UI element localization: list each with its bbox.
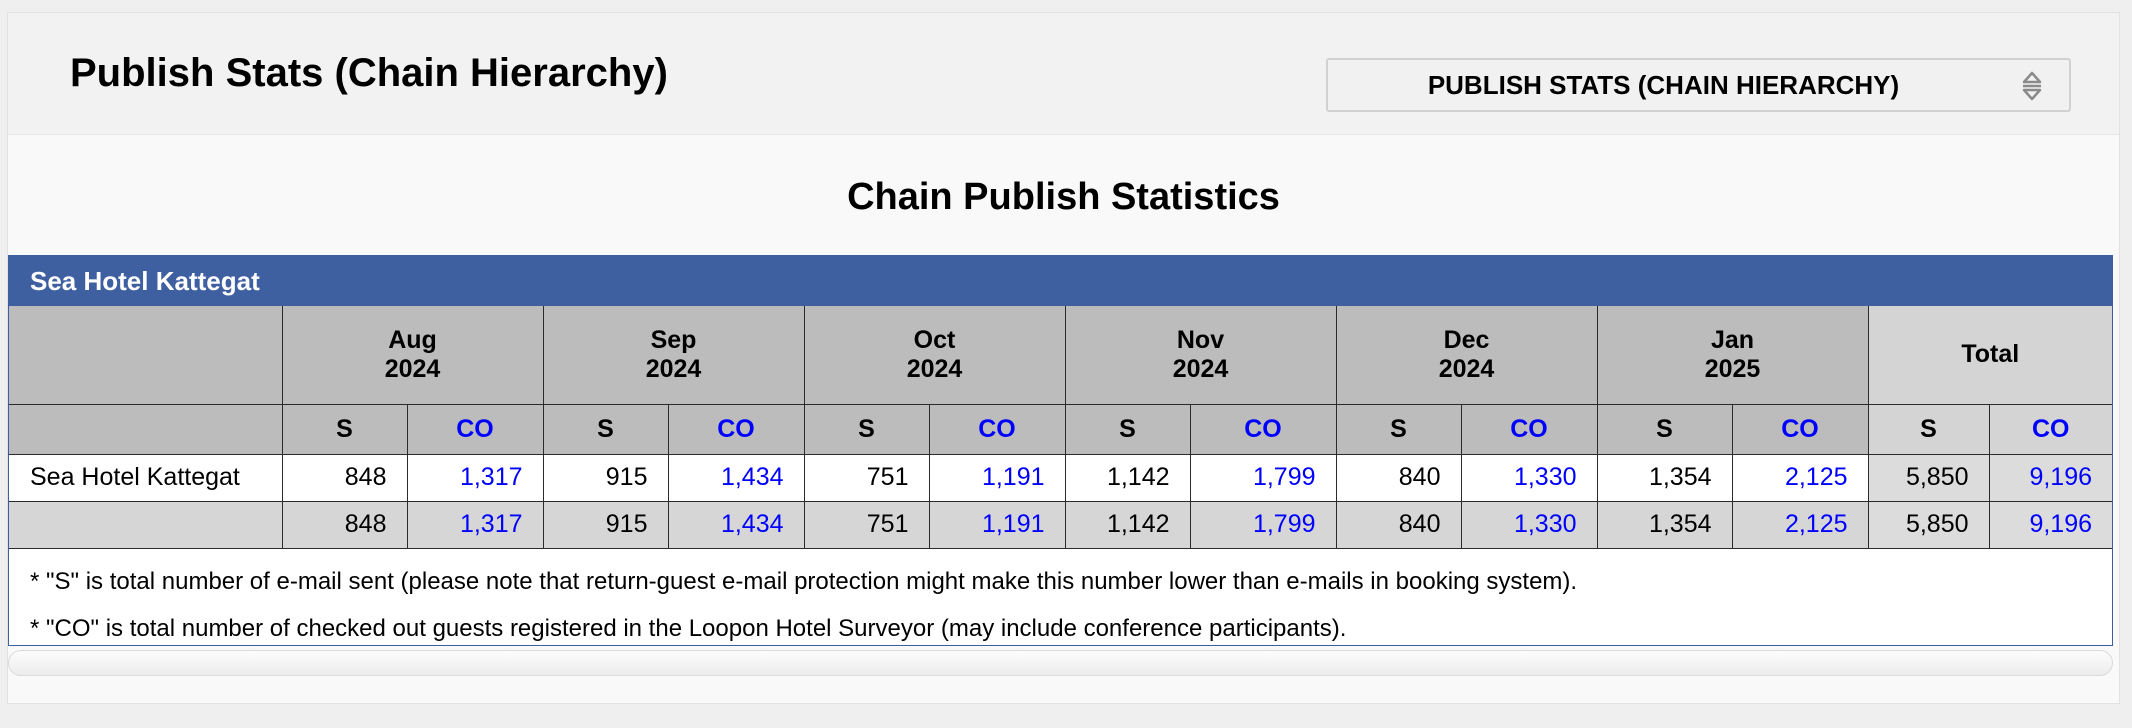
checkout-cell: 1,799 (1189, 453, 1337, 502)
hotel-name-bar: Sea Hotel Kattegat (9, 256, 2112, 306)
checkout-cell: 1,799 (1189, 500, 1337, 549)
checkout-cell: 2,125 (1731, 500, 1869, 549)
month-header: Aug 2024 (281, 306, 544, 405)
sent-header: S (1064, 403, 1191, 455)
checkout-cell: 1,317 (406, 500, 544, 549)
sent-cell: 751 (803, 453, 930, 502)
subheader-row: S CO S CO S CO S CO S CO S CO S CO (9, 403, 2112, 455)
publish-stats-table: Aug 2024 Sep 2024 Oct 2024 Nov 2024 Dec 2024 … (9, 306, 2112, 549)
sent-header: S (1335, 403, 1462, 455)
checkout-header: CO (1460, 403, 1598, 455)
total-header: Total (1867, 306, 2112, 405)
checkout-cell: 1,434 (667, 500, 805, 549)
total-sent-cell: 5,850 (1867, 453, 1990, 502)
total-sent-cell: 5,850 (1867, 500, 1990, 549)
page-header: Publish Stats (Chain Hierarchy) PUBLISH … (8, 13, 2119, 135)
corner-header-cell (9, 306, 283, 405)
summary-name-cell (9, 500, 283, 549)
checkout-cell: 1,434 (667, 453, 805, 502)
total-checkout-cell: 9,196 (1988, 453, 2112, 502)
footnotes: * "S" is total number of e-mail sent (pl… (9, 549, 2112, 652)
checkout-cell: 1,330 (1460, 500, 1598, 549)
corner-subheader-cell (9, 403, 283, 455)
checkout-cell: 2,125 (1731, 453, 1869, 502)
month-header: Sep 2024 (542, 306, 805, 405)
sent-cell: 840 (1335, 453, 1462, 502)
report-selector[interactable]: PUBLISH STATS (CHAIN HIERARCHY) (1326, 58, 2071, 112)
checkout-header: CO (1189, 403, 1337, 455)
checkout-header: CO (928, 403, 1066, 455)
hotel-name-cell: Sea Hotel Kattegat (9, 453, 283, 502)
checkout-header: CO (667, 403, 805, 455)
sent-cell: 1,354 (1596, 453, 1733, 502)
sent-cell: 1,142 (1064, 500, 1191, 549)
total-checkout-header: CO (1988, 403, 2112, 455)
sent-header: S (542, 403, 669, 455)
up-down-chevron-icon (2022, 71, 2042, 101)
table-row-summary: 848 1,317 915 1,434 751 1,191 1,142 1,79… (9, 500, 2112, 549)
checkout-cell: 1,191 (928, 453, 1066, 502)
sent-cell: 1,142 (1064, 453, 1191, 502)
page-container: Publish Stats (Chain Hierarchy) PUBLISH … (7, 12, 2120, 704)
sent-cell: 840 (1335, 500, 1462, 549)
section-title: Chain Publish Statistics (847, 176, 1280, 218)
sent-header: S (281, 403, 408, 455)
checkout-cell: 1,317 (406, 453, 544, 502)
sent-header: S (803, 403, 930, 455)
horizontal-scrollbar[interactable] (8, 650, 2113, 676)
sent-cell: 915 (542, 500, 669, 549)
footnote-sent: * "S" is total number of e-mail sent (pl… (30, 567, 1578, 595)
total-checkout-cell: 9,196 (1988, 500, 2112, 549)
month-header: Oct 2024 (803, 306, 1066, 405)
table-row: Sea Hotel Kattegat 848 1,317 915 1,434 7… (9, 453, 2112, 502)
report-selector-value: PUBLISH STATS (CHAIN HIERARCHY) (1427, 70, 1900, 100)
page-title: Publish Stats (Chain Hierarchy) (70, 51, 668, 95)
checkout-header: CO (1731, 403, 1869, 455)
stats-panel: Sea Hotel Kattegat Aug 2024 Sep 2024 Oct 20… (8, 255, 2113, 646)
checkout-cell: 1,330 (1460, 453, 1598, 502)
sent-cell: 1,354 (1596, 500, 1733, 549)
sent-cell: 848 (281, 500, 408, 549)
footnote-checkout: * "CO" is total number of checked out gu… (30, 614, 1347, 642)
month-header: Nov 2024 (1064, 306, 1337, 405)
month-header-row: Aug 2024 Sep 2024 Oct 2024 Nov 2024 Dec 2024 … (9, 306, 2112, 405)
checkout-header: CO (406, 403, 544, 455)
sent-cell: 915 (542, 453, 669, 502)
total-sent-header: S (1867, 403, 1990, 455)
sent-cell: 751 (803, 500, 930, 549)
sent-header: S (1596, 403, 1733, 455)
month-header: Jan 2025 (1596, 306, 1869, 405)
checkout-cell: 1,191 (928, 500, 1066, 549)
month-header: Dec 2024 (1335, 306, 1598, 405)
sent-cell: 848 (281, 453, 408, 502)
